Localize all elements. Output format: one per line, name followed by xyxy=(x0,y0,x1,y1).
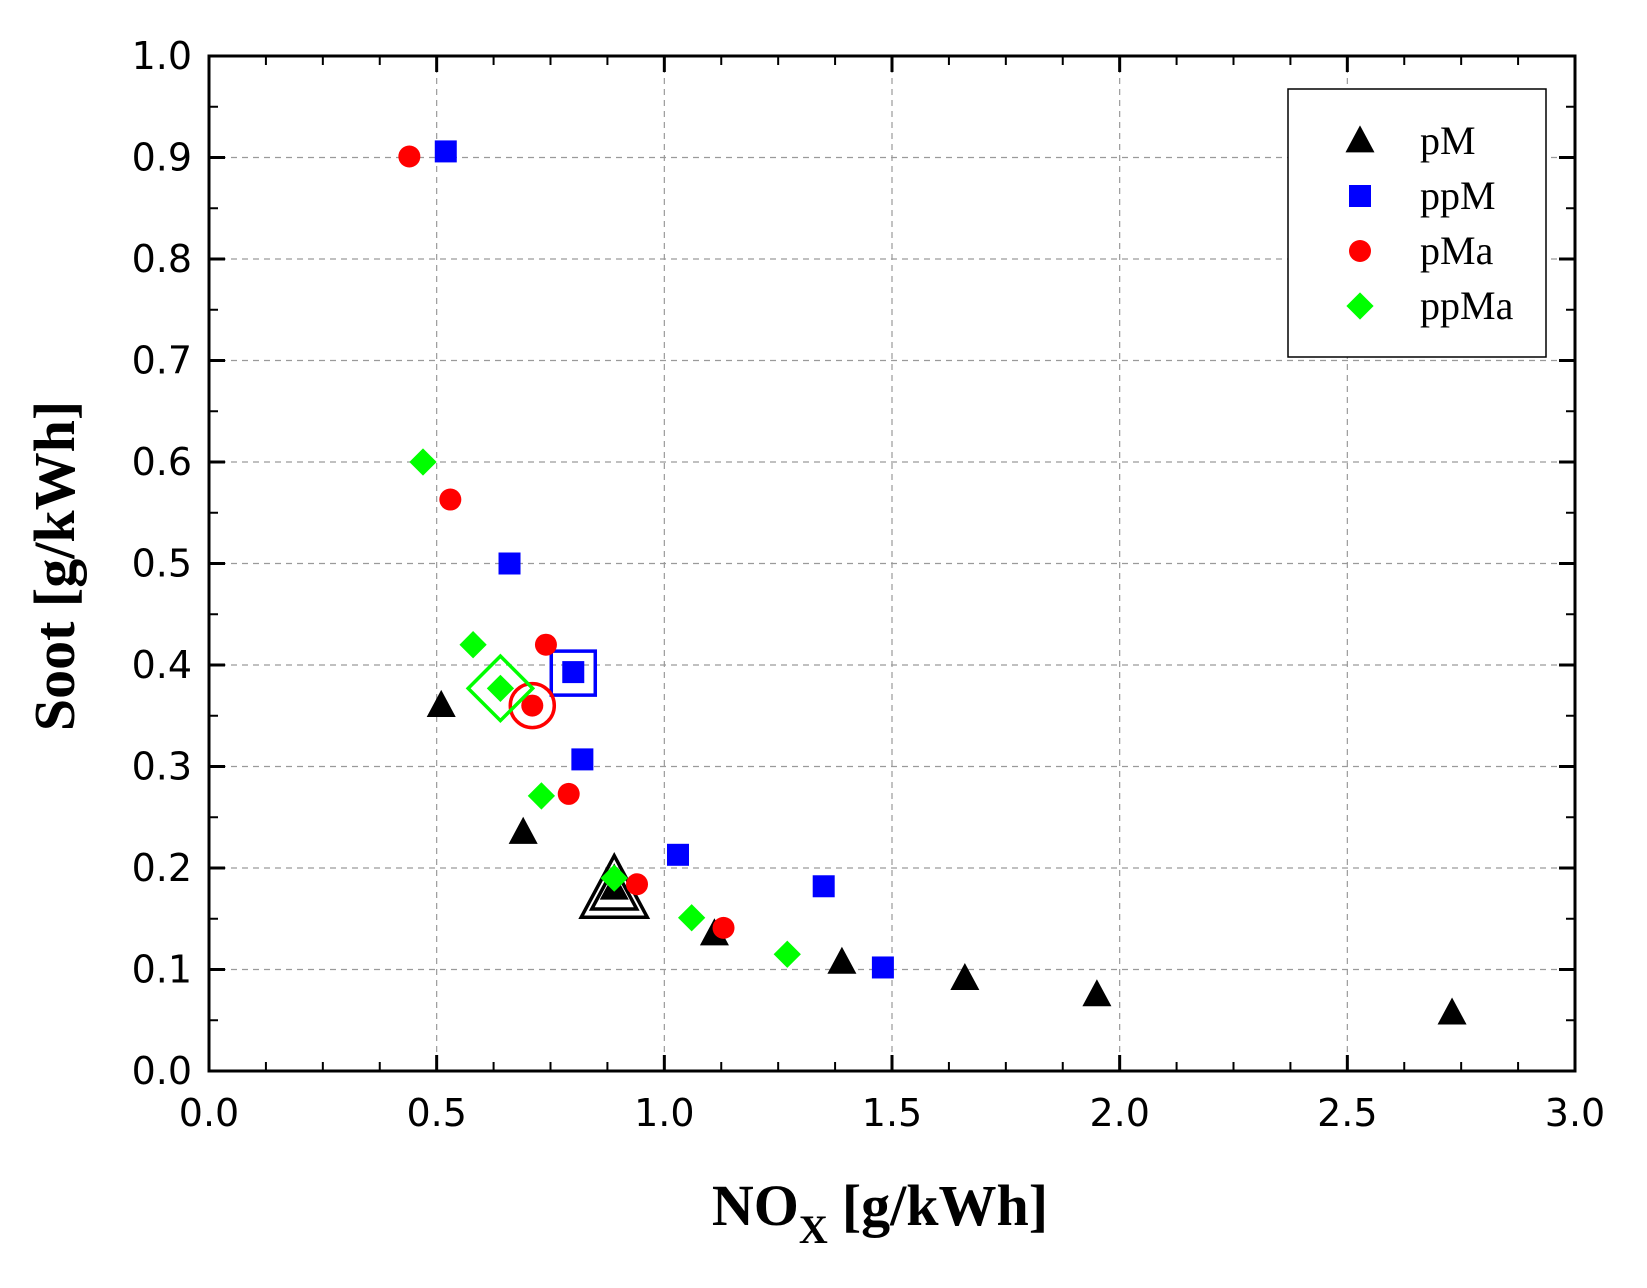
x-tick-label: 2.5 xyxy=(1317,1091,1377,1135)
pM-point xyxy=(508,816,538,844)
pMa-point xyxy=(534,633,557,656)
legend-label-ppM: ppM xyxy=(1420,173,1496,218)
y-tick-label: 0.3 xyxy=(132,745,192,789)
x-axis-title: NOX [g/kWh] xyxy=(712,1173,1048,1252)
x-axis-title-unit: [g/kWh] xyxy=(842,1173,1048,1238)
series-pM xyxy=(426,689,1467,1025)
y-tick-label: 0.5 xyxy=(132,542,192,586)
ppM-point xyxy=(434,140,457,163)
pM-point xyxy=(827,946,857,974)
ppM-point xyxy=(571,748,594,771)
x-tick-label: 0.0 xyxy=(179,1091,239,1135)
ppM-point xyxy=(666,843,689,866)
y-tick-label: 0.0 xyxy=(132,1049,192,1093)
x-tick-label: 0.5 xyxy=(406,1091,466,1135)
legend-marker-ppM xyxy=(1349,185,1371,207)
pM-point xyxy=(426,689,456,717)
ppM-point xyxy=(562,661,585,684)
pMa-point xyxy=(712,916,735,939)
y-tick-label: 0.2 xyxy=(132,846,192,890)
pM-point xyxy=(950,962,980,991)
y-tick-label: 0.1 xyxy=(132,948,192,992)
series-ppMa xyxy=(409,448,801,968)
pM-point xyxy=(1437,997,1467,1025)
legend-marker-ppMa xyxy=(1346,292,1374,320)
legend-label-pM: pM xyxy=(1420,118,1476,163)
x-tick-label: 1.5 xyxy=(862,1091,922,1135)
pM-highlight-inner xyxy=(588,863,640,911)
x-tick-label: 2.0 xyxy=(1089,1091,1149,1135)
y-tick-label: 0.9 xyxy=(132,136,192,180)
legend-label-ppMa: ppMa xyxy=(1420,283,1514,328)
data-points xyxy=(398,140,1467,1025)
y-tick-label: 1.0 xyxy=(132,34,192,78)
pMa-highlight xyxy=(508,681,557,730)
axes: 0.0 0.5 1.0 1.5 2.0 2.5 3.0 0.0 0.1 0.2 0.3 0.4 0.5 0… xyxy=(132,34,1606,1135)
pMa-point xyxy=(398,145,421,168)
pM-point xyxy=(1082,979,1112,1007)
series-pMa xyxy=(398,145,735,939)
ppMa-point xyxy=(600,864,628,892)
ppMa-point xyxy=(678,904,706,932)
y-tick-label: 0.4 xyxy=(132,643,192,687)
ppMa-point xyxy=(486,674,515,702)
pMa-point xyxy=(557,782,580,805)
pMa-point xyxy=(439,488,462,511)
x-axis-title-main: NO xyxy=(712,1173,799,1238)
legend-marker-pMa xyxy=(1349,240,1371,262)
ppMa-point xyxy=(409,448,437,476)
ppM-point xyxy=(871,956,894,979)
pMa-point xyxy=(521,694,544,717)
legend-label-pMa: pMa xyxy=(1420,228,1494,273)
y-tick-label: 0.6 xyxy=(132,440,192,484)
legend-box xyxy=(1287,88,1547,358)
legend: pM ppM pMa ppMa xyxy=(1287,88,1547,358)
y-tick-label: 0.7 xyxy=(132,339,192,383)
ppMa-highlight xyxy=(465,653,536,724)
ppM-point xyxy=(812,875,835,898)
ppM-highlight xyxy=(549,649,598,697)
y-axis-title: Soot [g/kWh] xyxy=(22,401,87,731)
y-tick-label: 0.8 xyxy=(132,237,192,281)
ppM-point xyxy=(498,552,521,575)
x-tick-label: 1.0 xyxy=(634,1091,694,1135)
x-axis-title-subscript: X xyxy=(799,1207,828,1252)
ppMa-point xyxy=(459,631,487,659)
series-ppM xyxy=(434,140,894,979)
ppMa-point xyxy=(773,940,801,968)
pMa-point xyxy=(626,873,649,896)
ppMa-point xyxy=(527,782,556,810)
x-tick-label: 3.0 xyxy=(1545,1091,1605,1135)
legend-marker-pM xyxy=(1345,125,1375,153)
